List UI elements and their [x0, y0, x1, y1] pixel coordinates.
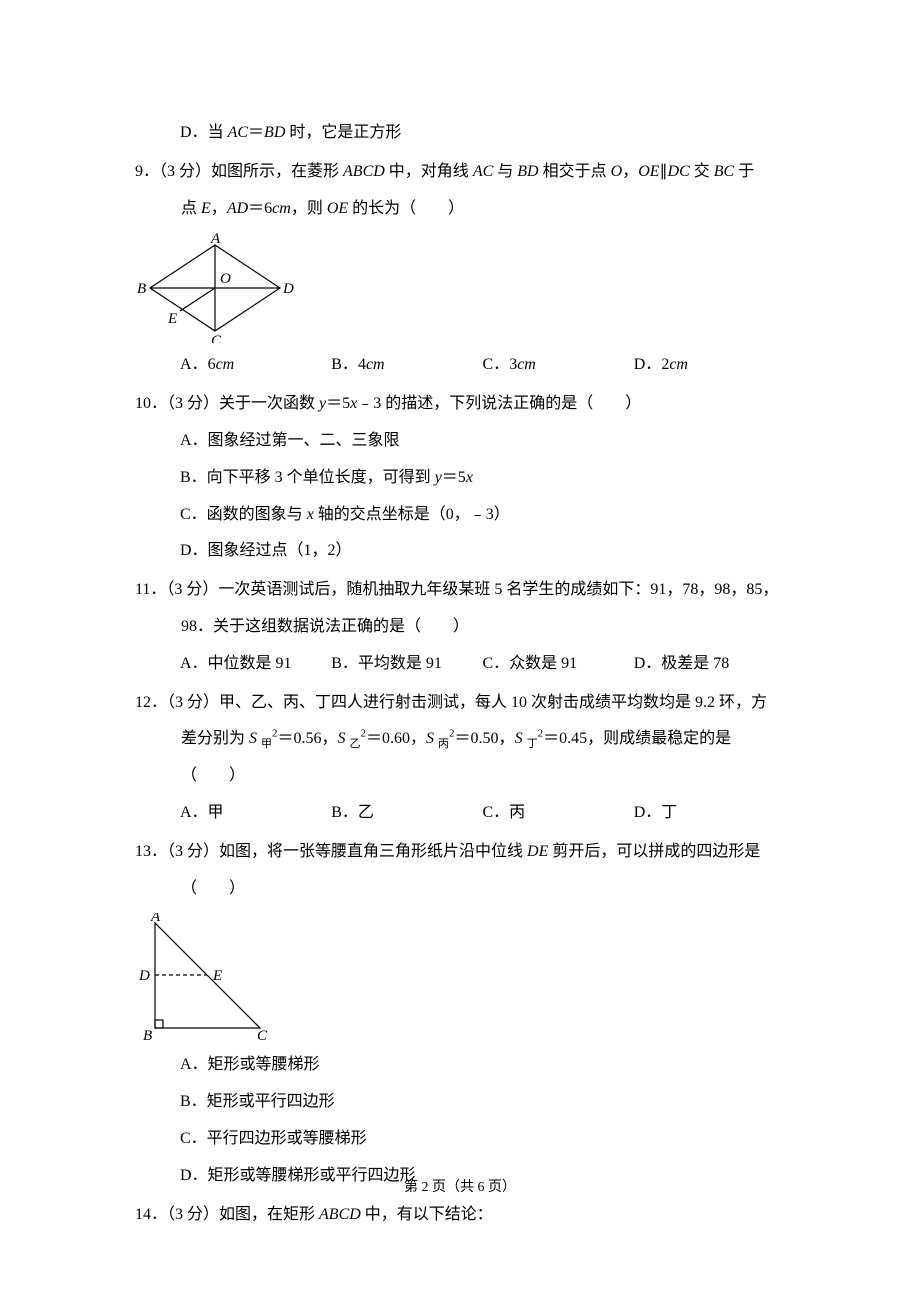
page-total: 6 — [478, 1180, 485, 1195]
q10-opt-d: D．图象经过点（1，2） — [180, 533, 785, 570]
q10-opt-b: B．向下平移 3 个单位长度，可得到 y＝5x — [180, 460, 785, 497]
q9-opt-a: A．6cm — [180, 347, 331, 384]
q12-opt-b: B．乙 — [331, 795, 482, 832]
fig-label-a: A — [210, 233, 221, 247]
q11-options: A．中位数是 91 B．平均数是 91 C．众数是 91 D．极差是 78 — [135, 646, 785, 683]
q10-stem: 10．（3 分）关于一次函数 y＝5x﹣3 的描述，下列说法正确的是（ ） — [135, 386, 785, 423]
fig-label-c: C — [211, 333, 222, 343]
q9-opt-b: B．4cm — [331, 347, 482, 384]
q12-opt-d: D．丁 — [634, 795, 785, 832]
q9-stem-cont: 点 E，AD＝6cm，则 OE 的长为（ ） — [135, 191, 785, 228]
q11-opt-a: A．中位数是 91 — [180, 646, 331, 683]
q10-opt-c: C．函数的图象与 x 轴的交点坐标是（0，﹣3） — [180, 497, 785, 534]
page-footer: 第 2 页（共 6 页） — [0, 1172, 920, 1204]
q13-figure: A D E B C — [135, 913, 785, 1043]
q12-opt-a: A．甲 — [180, 795, 331, 832]
q9-options: A．6cm B．4cm C．3cm D．2cm — [135, 347, 785, 384]
q11-stem: 11．（3 分）一次英语测试后，随机抽取九年级某班 5 名学生的成绩如下：91，… — [135, 572, 785, 609]
q11-opt-b: B．平均数是 91 — [331, 646, 482, 683]
q9: 9．（3 分）如图所示，在菱形 ABCD 中，对角线 AC 与 BD 相交于点 … — [135, 154, 785, 384]
q12-options: A．甲 B．乙 C．丙 D．丁 — [135, 795, 785, 832]
q11-stem-cont: 98．关于这组数据说法正确的是（ ） — [135, 609, 785, 646]
q12-stem: 12．（3 分）甲、乙、丙、丁四人进行射击测试，每人 10 次射击成绩平均数均是… — [135, 685, 785, 722]
fig-label-d: D — [138, 968, 150, 984]
fig-label-a: A — [150, 913, 161, 925]
q11-opt-c: C．众数是 91 — [483, 646, 634, 683]
q13-stem-cont: （ ） — [135, 871, 785, 908]
fig-label-d: D — [282, 281, 294, 297]
q10: 10．（3 分）关于一次函数 y＝5x﹣3 的描述，下列说法正确的是（ ） A．… — [135, 386, 785, 570]
q13-opt-b: B．矩形或平行四边形 — [180, 1084, 785, 1121]
q10-opt-a: A．图象经过第一、二、三象限 — [180, 423, 785, 460]
fig-label-e: E — [167, 311, 177, 327]
q9-figure: A B C D O E — [135, 233, 785, 343]
fig-label-e: E — [212, 968, 222, 984]
q10-options: A．图象经过第一、二、三象限 B．向下平移 3 个单位长度，可得到 y＝5x C… — [135, 423, 785, 570]
q13: 13．（3 分）如图，将一张等腰直角三角形纸片沿中位线 DE 剪开后，可以拼成的… — [135, 834, 785, 1195]
q12-stem-cont: 差分别为 S 甲2＝0.56，S 乙2＝0.60，S 丙2＝0.50，S 丁2＝… — [135, 721, 785, 795]
opt-label: D． — [180, 124, 208, 141]
q13-opt-a: A．矩形或等腰梯形 — [180, 1047, 785, 1084]
q9-stem: 9．（3 分）如图所示，在菱形 ABCD 中，对角线 AC 与 BD 相交于点 … — [135, 154, 785, 191]
page-current: 2 — [422, 1180, 429, 1195]
q11: 11．（3 分）一次英语测试后，随机抽取九年级某班 5 名学生的成绩如下：91，… — [135, 572, 785, 682]
q9-opt-d: D．2cm — [634, 347, 785, 384]
fig-label-c: C — [257, 1028, 268, 1043]
fig-label-o: O — [220, 271, 231, 287]
q12-opt-c: C．丙 — [483, 795, 634, 832]
fig-label-b: B — [143, 1028, 152, 1043]
q8-option-d: D．当 AC＝BD 时，它是正方形 — [135, 115, 785, 152]
q9-opt-c: C．3cm — [483, 347, 634, 384]
q12: 12．（3 分）甲、乙、丙、丁四人进行射击测试，每人 10 次射击成绩平均数均是… — [135, 685, 785, 832]
fig-label-b: B — [137, 281, 146, 297]
q11-opt-d: D．极差是 78 — [634, 646, 785, 683]
q13-opt-c: C．平行四边形或等腰梯形 — [180, 1121, 785, 1158]
q13-stem: 13．（3 分）如图，将一张等腰直角三角形纸片沿中位线 DE 剪开后，可以拼成的… — [135, 834, 785, 871]
